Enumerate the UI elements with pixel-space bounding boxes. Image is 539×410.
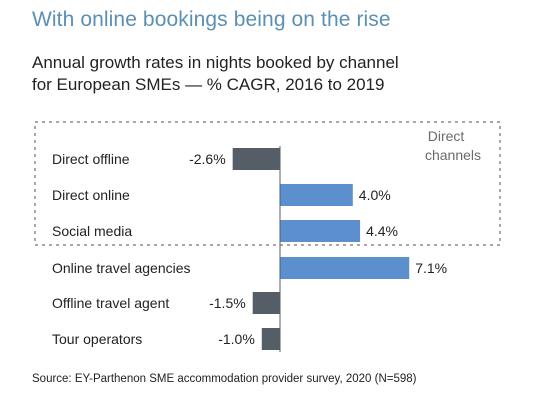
bars-layer: Direct offline -2.6% Direct online 4.0% Soci… bbox=[52, 148, 447, 350]
bar-offline-travel-agent bbox=[252, 292, 280, 314]
group-label-line-2: channels bbox=[425, 147, 481, 163]
chart-subtitle: Annual growth rates in nights booked by … bbox=[32, 52, 399, 96]
bar-tour-operators bbox=[261, 328, 280, 350]
category-label-online-travel-agencies: Online travel agencies bbox=[52, 260, 191, 276]
bar-social-media bbox=[280, 220, 361, 242]
value-label-tour-operators: -1.0% bbox=[218, 331, 255, 347]
category-label-direct-offline: Direct offline bbox=[52, 151, 130, 167]
value-label-direct-online: 4.0% bbox=[359, 187, 391, 203]
value-label-online-travel-agencies: 7.1% bbox=[415, 260, 447, 276]
value-label-social-media: 4.4% bbox=[366, 223, 398, 239]
category-label-direct-online: Direct online bbox=[52, 187, 130, 203]
direct-channels-box bbox=[34, 121, 501, 246]
category-label-social-media: Social media bbox=[52, 223, 132, 239]
value-label-offline-travel-agent: -1.5% bbox=[209, 295, 246, 311]
value-label-direct-offline: -2.6% bbox=[189, 151, 226, 167]
subtitle-line-1: Annual growth rates in nights booked by … bbox=[32, 53, 399, 72]
category-label-tour-operators: Tour operators bbox=[52, 331, 142, 347]
bar-online-travel-agencies bbox=[280, 257, 410, 279]
headline: With online bookings being on the rise bbox=[32, 8, 391, 31]
subtitle-line-2: for European SMEs — % CAGR, 2016 to 2019 bbox=[32, 75, 385, 94]
bar-direct-online bbox=[280, 184, 353, 206]
source-note: Source: EY-Parthenon SME accommodation p… bbox=[32, 373, 417, 385]
bar-direct-offline bbox=[232, 148, 280, 170]
group-label-line-1: Direct bbox=[428, 128, 465, 144]
category-label-offline-travel-agent: Offline travel agent bbox=[52, 295, 169, 311]
